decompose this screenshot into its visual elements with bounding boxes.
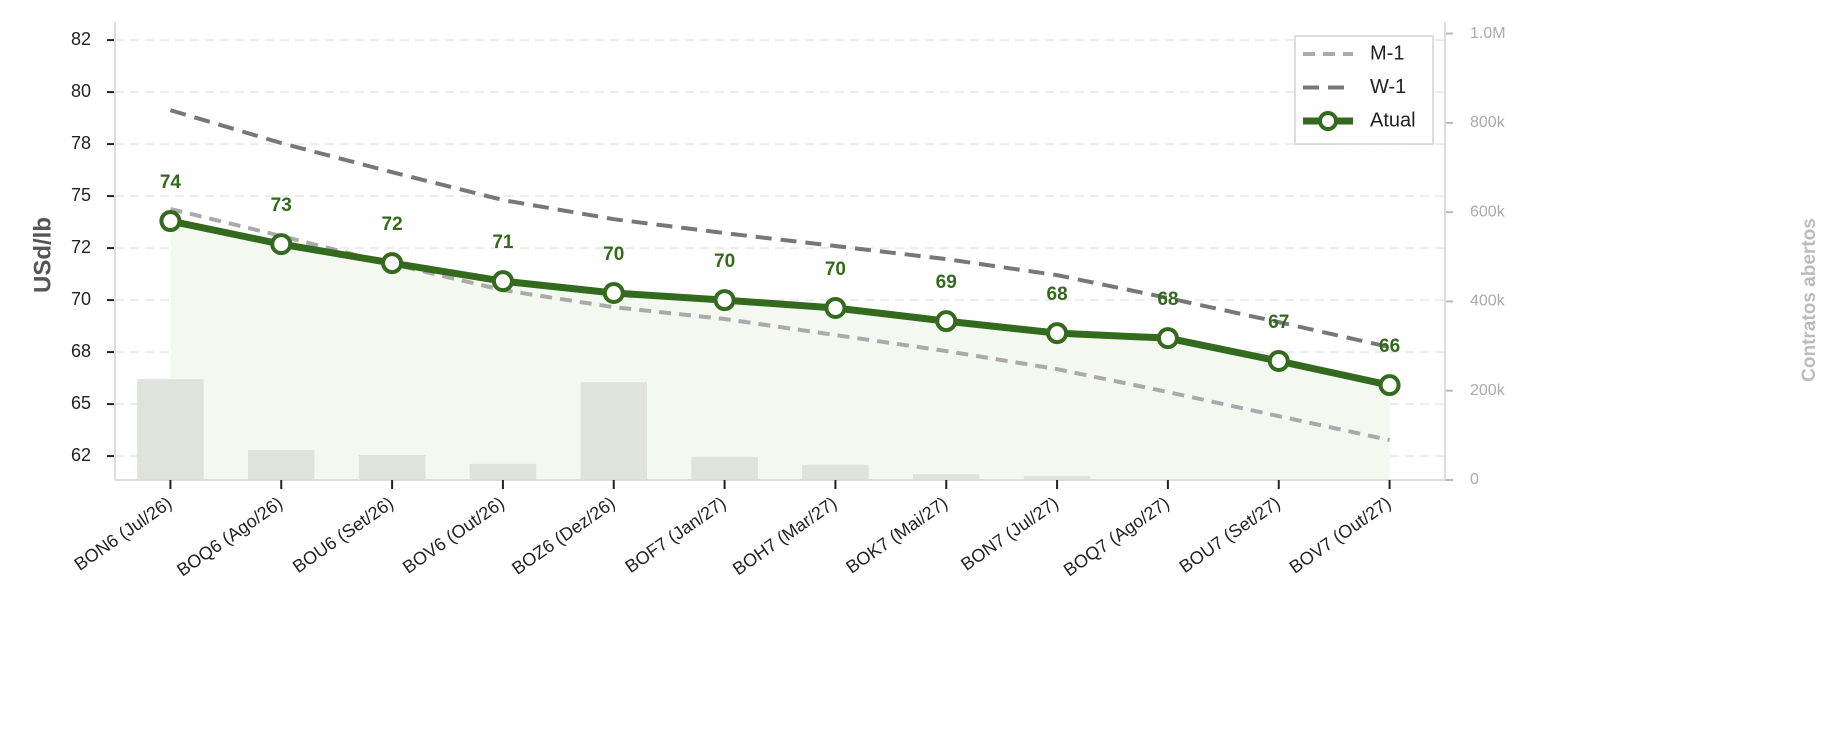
data-label: 71 <box>492 232 514 253</box>
data-label: 72 <box>382 214 403 235</box>
x-tick-label: BOU7 (Set/27) <box>1176 493 1284 577</box>
point <box>159 210 182 233</box>
y-tick-label: 70 <box>71 289 91 309</box>
point <box>381 252 404 275</box>
open-interest-bar <box>469 463 537 480</box>
point <box>491 270 514 293</box>
y2-axis-title: Contratos abertos <box>1799 218 1820 382</box>
x-tick-label: BOQ7 (Ago/27) <box>1060 493 1173 581</box>
point <box>1378 374 1401 397</box>
x-tick-label: BOV7 (Out/27) <box>1286 493 1395 578</box>
data-label: 74 <box>160 172 182 193</box>
point <box>1156 327 1179 350</box>
y2-tick-label: 1.0M <box>1470 25 1506 42</box>
y-tick-label: 75 <box>71 185 91 205</box>
y2-tick-label: 400k <box>1470 293 1506 310</box>
x-tick-label: BOK7 (Mai/27) <box>842 493 951 578</box>
data-label: 73 <box>271 195 292 216</box>
y-tick-label: 82 <box>71 29 91 49</box>
point <box>935 310 958 333</box>
y2-tick-label: 600k <box>1470 203 1506 220</box>
point <box>824 296 847 319</box>
y-tick-label: 78 <box>71 133 91 153</box>
y-tick-label: 68 <box>71 341 91 361</box>
open-interest-bar <box>137 379 204 480</box>
legend-label: M-1 <box>1370 42 1404 64</box>
x-tick-label: BOZ6 (Dez/26) <box>508 493 619 579</box>
point <box>602 282 625 305</box>
x-tick-label: BOQ6 (Ago/26) <box>173 493 286 581</box>
legend-marker <box>1318 111 1338 131</box>
data-label: 67 <box>1268 312 1289 333</box>
open-interest-bar <box>802 464 869 480</box>
y-tick-label: 80 <box>71 81 91 101</box>
data-label: 68 <box>1047 284 1068 305</box>
x-tick-label: BON6 (Jul/26) <box>71 493 176 575</box>
open-interest-bar <box>1023 475 1091 480</box>
legend-box <box>1294 35 1434 145</box>
x-tick-label: BOH7 (Mar/27) <box>729 493 840 579</box>
area-fill <box>170 221 1390 480</box>
point <box>713 289 736 312</box>
point <box>1267 350 1290 373</box>
open-interest-bar <box>248 450 315 480</box>
y-axis-title: USd/lb <box>29 217 56 293</box>
y-tick-label: 62 <box>71 445 91 465</box>
open-interest-bar <box>358 455 426 480</box>
x-tick-label: BOU6 (Set/26) <box>289 493 397 577</box>
series-line <box>169 217 1391 389</box>
x-tick-label: BOV6 (Out/26) <box>399 493 508 578</box>
data-label: 66 <box>1379 336 1400 357</box>
legend-label: Atual <box>1370 109 1416 131</box>
data-label: 70 <box>603 244 624 265</box>
point <box>1046 322 1069 345</box>
x-tick-label: BON7 (Jul/27) <box>957 493 1062 575</box>
y2-tick-label: 800k <box>1470 114 1506 131</box>
open-interest-bar <box>691 456 758 480</box>
y-tick-label: 72 <box>71 237 91 257</box>
open-interest-bar <box>913 474 980 480</box>
data-label: 70 <box>825 259 846 280</box>
open-interest-bar <box>580 382 647 480</box>
y2-tick-label: 0 <box>1470 471 1479 488</box>
data-label: 70 <box>714 251 735 272</box>
data-label: 68 <box>1157 289 1178 310</box>
data-label: 69 <box>936 272 957 293</box>
legend-label: W-1 <box>1370 76 1406 98</box>
y2-tick-label: 200k <box>1470 382 1506 399</box>
y-tick-label: 65 <box>71 393 91 413</box>
point <box>270 233 293 256</box>
x-tick-label: BOF7 (Jan/27) <box>621 493 729 577</box>
series-line <box>169 108 1391 350</box>
